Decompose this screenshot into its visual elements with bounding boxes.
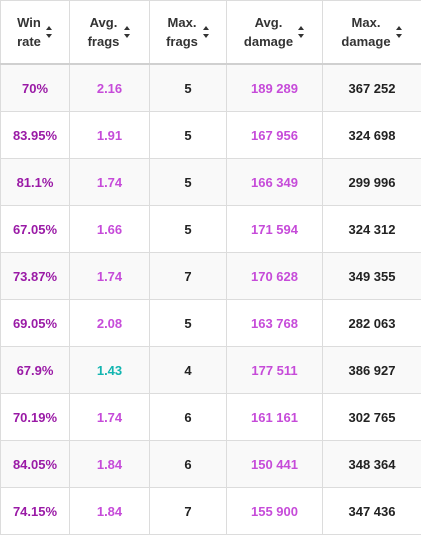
table-row: 84.05% 1.84 6 150 441 348 364 (1, 441, 421, 488)
table-body: 70% 2.16 5 189 289 367 252 83.95% 1.91 5… (1, 64, 421, 535)
sort-icon[interactable] (203, 26, 210, 38)
win-rate-cell: 74.15% (1, 488, 70, 535)
max-frags-cell: 7 (150, 488, 227, 535)
sort-icon[interactable] (298, 26, 305, 38)
win-rate-cell: 83.95% (1, 112, 70, 159)
column-header-max-frags[interactable]: Max. frags (150, 1, 227, 65)
header-line-1: Max. (352, 15, 381, 30)
avg-damage-cell: 189 289 (227, 64, 323, 112)
avg-frags-cell: 2.16 (70, 64, 150, 112)
max-frags-cell: 7 (150, 253, 227, 300)
avg-damage-cell: 161 161 (227, 394, 323, 441)
header-line-1: Win (17, 15, 41, 30)
avg-damage-cell: 150 441 (227, 441, 323, 488)
avg-damage-cell: 177 511 (227, 347, 323, 394)
win-rate-cell: 67.9% (1, 347, 70, 394)
sort-icon[interactable] (46, 26, 53, 38)
avg-frags-cell: 1.43 (70, 347, 150, 394)
avg-damage-cell: 167 956 (227, 112, 323, 159)
table-row: 70% 2.16 5 189 289 367 252 (1, 64, 421, 112)
max-damage-cell: 347 436 (323, 488, 421, 535)
max-frags-cell: 5 (150, 206, 227, 253)
max-frags-cell: 6 (150, 441, 227, 488)
win-rate-cell: 81.1% (1, 159, 70, 206)
avg-damage-cell: 170 628 (227, 253, 323, 300)
header-line-2: damage (244, 34, 293, 49)
win-rate-cell: 67.05% (1, 206, 70, 253)
max-damage-cell: 324 312 (323, 206, 421, 253)
header-row: Win rate Avg. frags Max. frags Avg. (1, 1, 421, 65)
avg-frags-cell: 1.74 (70, 394, 150, 441)
max-damage-cell: 349 355 (323, 253, 421, 300)
max-damage-cell: 324 698 (323, 112, 421, 159)
avg-frags-cell: 1.74 (70, 253, 150, 300)
avg-damage-cell: 171 594 (227, 206, 323, 253)
max-frags-cell: 5 (150, 300, 227, 347)
header-line-1: Max. (168, 15, 197, 30)
avg-frags-cell: 1.84 (70, 441, 150, 488)
table-row: 74.15% 1.84 7 155 900 347 436 (1, 488, 421, 535)
max-damage-cell: 348 364 (323, 441, 421, 488)
win-rate-cell: 73.87% (1, 253, 70, 300)
max-damage-cell: 299 996 (323, 159, 421, 206)
max-frags-cell: 5 (150, 64, 227, 112)
avg-damage-cell: 163 768 (227, 300, 323, 347)
avg-damage-cell: 166 349 (227, 159, 323, 206)
avg-frags-cell: 1.74 (70, 159, 150, 206)
avg-frags-cell: 1.91 (70, 112, 150, 159)
table-row: 83.95% 1.91 5 167 956 324 698 (1, 112, 421, 159)
header-line-2: frags (166, 34, 198, 49)
column-header-max-damage[interactable]: Max. damage (323, 1, 421, 65)
avg-frags-cell: 1.84 (70, 488, 150, 535)
sort-icon[interactable] (124, 26, 131, 38)
header-line-1: Avg. (255, 15, 283, 30)
avg-damage-cell: 155 900 (227, 488, 323, 535)
header-line-2: rate (17, 34, 41, 49)
max-damage-cell: 282 063 (323, 300, 421, 347)
table-row: 69.05% 2.08 5 163 768 282 063 (1, 300, 421, 347)
win-rate-cell: 84.05% (1, 441, 70, 488)
max-damage-cell: 302 765 (323, 394, 421, 441)
max-damage-cell: 386 927 (323, 347, 421, 394)
header-line-2: frags (88, 34, 120, 49)
table-row: 67.9% 1.43 4 177 511 386 927 (1, 347, 421, 394)
win-rate-cell: 69.05% (1, 300, 70, 347)
header-line-2: damage (341, 34, 390, 49)
max-frags-cell: 6 (150, 394, 227, 441)
sort-icon[interactable] (396, 26, 403, 38)
avg-frags-cell: 1.66 (70, 206, 150, 253)
table-row: 70.19% 1.74 6 161 161 302 765 (1, 394, 421, 441)
column-header-win-rate[interactable]: Win rate (1, 1, 70, 65)
win-rate-cell: 70.19% (1, 394, 70, 441)
max-frags-cell: 5 (150, 159, 227, 206)
column-header-avg-damage[interactable]: Avg. damage (227, 1, 323, 65)
max-damage-cell: 367 252 (323, 64, 421, 112)
avg-frags-cell: 2.08 (70, 300, 150, 347)
max-frags-cell: 4 (150, 347, 227, 394)
header-line-1: Avg. (90, 15, 118, 30)
table-header: Win rate Avg. frags Max. frags Avg. (1, 1, 421, 65)
win-rate-cell: 70% (1, 64, 70, 112)
table-row: 67.05% 1.66 5 171 594 324 312 (1, 206, 421, 253)
max-frags-cell: 5 (150, 112, 227, 159)
table-row: 73.87% 1.74 7 170 628 349 355 (1, 253, 421, 300)
column-header-avg-frags[interactable]: Avg. frags (70, 1, 150, 65)
table-row: 81.1% 1.74 5 166 349 299 996 (1, 159, 421, 206)
